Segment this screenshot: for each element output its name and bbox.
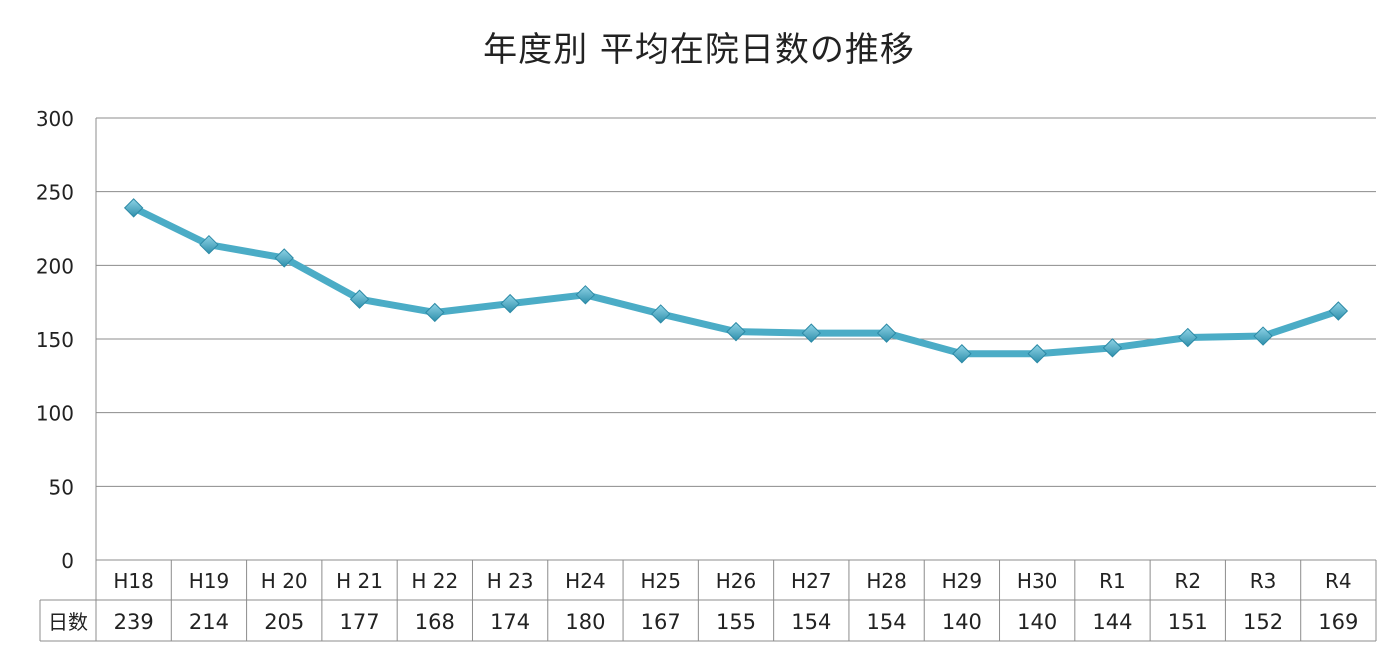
x-tick-label: H30 bbox=[1017, 569, 1058, 593]
data-table-value: 214 bbox=[189, 610, 229, 634]
data-point bbox=[199, 234, 219, 255]
y-tick-label-250: 250 bbox=[36, 181, 74, 205]
data-table-value: 144 bbox=[1092, 610, 1132, 634]
x-tick-label: H28 bbox=[866, 569, 907, 593]
x-tick-label: H 23 bbox=[487, 569, 534, 593]
x-tick-label: R3 bbox=[1250, 569, 1277, 593]
data-table-value: 151 bbox=[1168, 610, 1208, 634]
data-table-value: 169 bbox=[1318, 610, 1358, 634]
data-table-value: 140 bbox=[1017, 610, 1057, 634]
data-table-value: 140 bbox=[942, 610, 982, 634]
data-point bbox=[952, 344, 972, 364]
x-tick-label: H 21 bbox=[336, 569, 383, 593]
x-tick-label: H 22 bbox=[411, 569, 458, 593]
grid-layer bbox=[96, 117, 1376, 487]
data-point bbox=[1178, 327, 1198, 348]
data-table-value: 177 bbox=[339, 610, 379, 634]
data-table-value: 205 bbox=[264, 610, 304, 634]
data-table-value: 154 bbox=[791, 610, 831, 634]
data-point bbox=[274, 248, 294, 268]
data-point bbox=[1102, 338, 1123, 358]
x-tick-label: H18 bbox=[113, 569, 154, 593]
chart-title: 年度別 平均在院日数の推移 bbox=[483, 30, 915, 70]
data-table-value: 152 bbox=[1243, 610, 1283, 634]
data-table-value: 155 bbox=[716, 610, 756, 634]
y-tick-label-150: 150 bbox=[36, 328, 74, 352]
x-tick-label: H29 bbox=[942, 569, 983, 593]
data-point bbox=[726, 321, 746, 342]
series-layer bbox=[123, 198, 1349, 364]
data-point bbox=[500, 293, 520, 314]
data-point bbox=[425, 302, 445, 323]
data-point bbox=[801, 323, 822, 343]
data-point bbox=[1328, 301, 1349, 321]
data-point bbox=[876, 323, 897, 343]
x-tick-label: H26 bbox=[716, 569, 757, 593]
x-tick-label: H25 bbox=[640, 569, 681, 593]
data-table-value: 174 bbox=[490, 610, 530, 634]
data-point bbox=[1253, 326, 1273, 346]
data-table-value: 154 bbox=[867, 610, 907, 634]
data-table-value: 180 bbox=[565, 610, 605, 634]
data-point bbox=[575, 285, 596, 305]
y-tick-label-50: 50 bbox=[49, 475, 74, 499]
axis-layer: 0 50 100 150 200 250 300 bbox=[36, 107, 97, 641]
y-tick-label-300: 300 bbox=[36, 107, 74, 131]
data-table-value: 239 bbox=[114, 610, 154, 634]
x-tick-label: R1 bbox=[1099, 569, 1126, 593]
data-point bbox=[650, 304, 671, 324]
y-tick-label-200: 200 bbox=[36, 254, 74, 278]
data-point bbox=[1027, 344, 1047, 364]
x-tick-label: H19 bbox=[189, 569, 230, 593]
x-tick-label: H24 bbox=[565, 569, 606, 593]
y-tick-label-100: 100 bbox=[36, 402, 74, 426]
data-table-value: 168 bbox=[415, 610, 455, 634]
data-point bbox=[349, 289, 370, 309]
data-table: 日数 H18 239 H19 214 H 20 205 H 21 177 H 22 168 H 23 1… bbox=[39, 559, 1377, 642]
x-tick-label: H 20 bbox=[261, 569, 308, 593]
series-name-label: 日数 bbox=[48, 610, 88, 634]
x-tick-label: H27 bbox=[791, 569, 832, 593]
x-tick-label: R4 bbox=[1325, 569, 1352, 593]
data-point bbox=[123, 198, 144, 218]
x-tick-label: R2 bbox=[1174, 569, 1201, 593]
data-table-value: 167 bbox=[641, 610, 681, 634]
y-tick-label-0: 0 bbox=[61, 549, 74, 573]
